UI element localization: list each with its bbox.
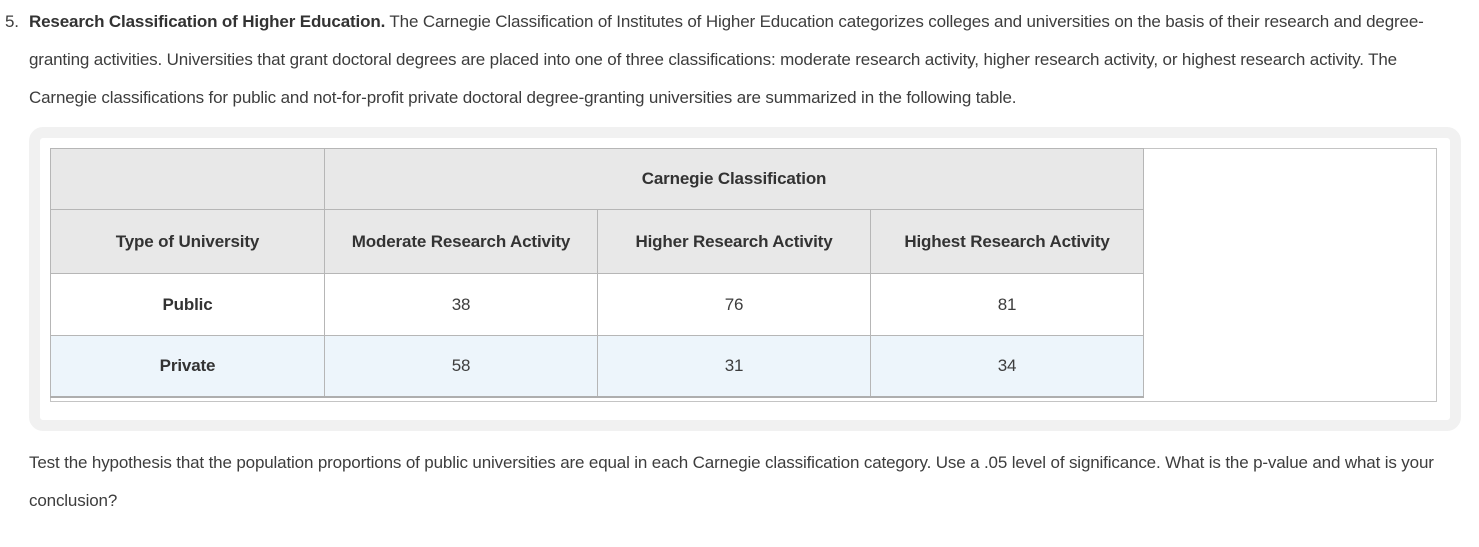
column-header-row: Type of University Moderate Research Act… [50, 209, 1145, 274]
carnegie-table: Carnegie Classification Type of Universi… [50, 148, 1145, 398]
group-header-row: Carnegie Classification [50, 148, 1145, 210]
row-label-private: Private [50, 335, 325, 398]
table-wrapper: Carnegie Classification Type of Universi… [50, 148, 1437, 402]
col-header-highest-research: Highest Research Activity [869, 209, 1145, 274]
problem-intro-text: The Carnegie Classification of Institute… [29, 12, 1424, 107]
problem-container: 5. Research Classification of Higher Edu… [5, 3, 1461, 510]
cell-private-moderate: 58 [324, 335, 598, 398]
problem-statement: 5. Research Classification of Higher Edu… [5, 3, 1458, 117]
table-card: Carnegie Classification Type of Universi… [29, 127, 1461, 431]
col-header-moderate-research: Moderate Research Activity [324, 209, 598, 274]
table-row-private: Private 58 31 34 [50, 335, 1145, 398]
cell-private-highest: 34 [869, 335, 1145, 398]
cell-public-highest: 81 [869, 273, 1145, 336]
group-header-cell: Carnegie Classification [323, 148, 1145, 210]
cell-public-higher: 76 [597, 273, 871, 336]
problem-intro: Research Classification of Higher Educat… [29, 3, 1458, 117]
corner-cell [50, 148, 325, 210]
col-header-higher-research: Higher Research Activity [597, 209, 871, 274]
col-header-type-of-university: Type of University [50, 209, 325, 274]
row-label-public: Public [50, 273, 325, 336]
problem-number: 5. [5, 12, 19, 31]
question-text: Test the hypothesis that the population … [29, 453, 1434, 510]
problem-title: Research Classification of Higher Educat… [29, 12, 386, 31]
cell-private-higher: 31 [597, 335, 871, 398]
cell-public-moderate: 38 [324, 273, 598, 336]
table-row-public: Public 38 76 81 [50, 273, 1145, 336]
